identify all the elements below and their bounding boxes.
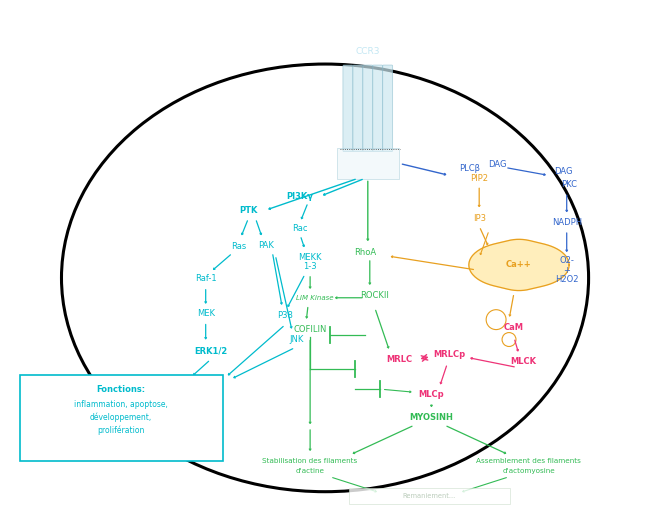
FancyBboxPatch shape	[20, 375, 222, 461]
Text: DAG: DAG	[554, 167, 573, 176]
Text: CaM: CaM	[504, 323, 524, 332]
Text: 1-3: 1-3	[303, 263, 317, 271]
Text: Ca++: Ca++	[506, 261, 532, 269]
FancyBboxPatch shape	[343, 65, 353, 152]
Text: PI3Kγ: PI3Kγ	[287, 192, 313, 201]
Text: développement,: développement,	[90, 412, 152, 422]
Text: MRLC: MRLC	[386, 355, 413, 364]
Text: JNK: JNK	[289, 335, 303, 344]
Text: MEKK: MEKK	[298, 253, 322, 263]
FancyBboxPatch shape	[337, 148, 398, 179]
Text: PTK: PTK	[239, 206, 258, 215]
Text: Ras: Ras	[231, 242, 246, 250]
Text: Rac: Rac	[292, 223, 308, 233]
Text: MEK: MEK	[197, 309, 214, 318]
Text: Stabilisation des filaments: Stabilisation des filaments	[262, 458, 358, 464]
Text: ROCKII: ROCKII	[361, 291, 389, 300]
FancyBboxPatch shape	[363, 65, 373, 152]
Text: d'actine: d'actine	[295, 468, 325, 474]
Text: PKC: PKC	[560, 180, 577, 189]
Text: ERK1/2: ERK1/2	[194, 347, 227, 356]
Polygon shape	[469, 239, 569, 291]
Text: prolifération: prolifération	[98, 426, 145, 435]
Text: LIM Kinase: LIM Kinase	[296, 295, 334, 301]
FancyBboxPatch shape	[382, 65, 392, 152]
Text: CCR3: CCR3	[355, 47, 380, 55]
Text: IP3: IP3	[473, 214, 485, 223]
Text: Raf-1: Raf-1	[195, 274, 216, 284]
Text: d'actomyosine: d'actomyosine	[503, 468, 555, 474]
Text: O2-: O2-	[559, 257, 574, 266]
Text: RhoA: RhoA	[354, 247, 376, 257]
Text: P38: P38	[278, 311, 293, 320]
Text: +: +	[563, 266, 570, 275]
Text: Fonctions:: Fonctions:	[96, 385, 145, 394]
FancyBboxPatch shape	[349, 488, 510, 503]
Text: PAK: PAK	[258, 241, 274, 249]
Text: NADPH: NADPH	[552, 218, 582, 227]
Text: Assemblement des filaments: Assemblement des filaments	[477, 458, 582, 464]
Text: DAG: DAG	[488, 160, 507, 169]
Text: inflammation, apoptose,: inflammation, apoptose,	[74, 400, 168, 409]
Text: MYOSINH: MYOSINH	[410, 413, 454, 421]
Text: COFILIN: COFILIN	[293, 325, 327, 334]
Text: PIP2: PIP2	[470, 174, 488, 183]
Text: MLCK: MLCK	[510, 357, 536, 366]
Text: H2O2: H2O2	[555, 275, 578, 285]
Text: PLCβ: PLCβ	[459, 164, 480, 173]
Text: Remaniement...: Remaniement...	[403, 493, 456, 499]
FancyBboxPatch shape	[373, 65, 382, 152]
Text: MRLCp: MRLCp	[434, 350, 465, 359]
FancyBboxPatch shape	[353, 65, 363, 152]
Text: MLCp: MLCp	[418, 390, 444, 399]
